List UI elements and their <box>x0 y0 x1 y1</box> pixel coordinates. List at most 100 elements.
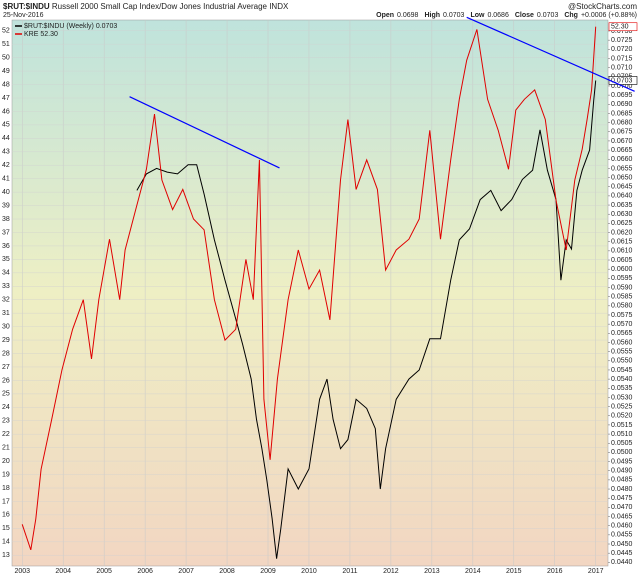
y-tick-label: 47 <box>2 95 10 102</box>
x-tick-label: 2003 <box>14 568 30 575</box>
y2-tick-label: 0.0660 <box>611 156 633 163</box>
y2-tick-label: 0.0620 <box>611 229 633 236</box>
y-tick-label: 16 <box>2 512 10 519</box>
y2-tick-label: 0.0490 <box>611 468 633 475</box>
y2-tick-label: 0.0485 <box>611 477 633 484</box>
x-tick-label: 2010 <box>301 568 317 575</box>
x-tick-label: 2004 <box>55 568 71 575</box>
y2-tick-label: 0.0650 <box>611 174 633 181</box>
y2-tick-label: 0.0615 <box>611 239 633 246</box>
y2-tick-label: 0.0635 <box>611 202 633 209</box>
x-tick-label: 2013 <box>424 568 440 575</box>
y-tick-label: 13 <box>2 552 10 559</box>
y-tick-label: 15 <box>2 525 10 532</box>
y2-tick-label: 0.0505 <box>611 440 633 447</box>
header: $RUT:$INDU Russell 2000 Small Cap Index/… <box>3 2 289 11</box>
x-tick-label: 2017 <box>588 568 604 575</box>
y-tick-label: 41 <box>2 176 10 183</box>
y-tick-label: 52 <box>2 28 10 35</box>
quote-label: High <box>424 12 440 19</box>
x-tick-label: 2008 <box>219 568 235 575</box>
series-line <box>21 26 597 551</box>
legend-label: KRE 52.30 <box>24 31 58 38</box>
y2-tick-label: 0.0500 <box>611 449 633 456</box>
series-line <box>136 80 597 559</box>
y-tick-label: 35 <box>2 256 10 263</box>
y-tick-label: 33 <box>2 283 10 290</box>
y-tick-label: 43 <box>2 149 10 156</box>
y2-tick-label: 0.0445 <box>611 550 633 557</box>
y2-tick-label: 0.0475 <box>611 495 633 502</box>
x-tick-label: 2009 <box>260 568 276 575</box>
y2-tick-label: 0.0480 <box>611 486 633 493</box>
y2-tick-label: 0.0460 <box>611 523 633 530</box>
x-tick-label: 2014 <box>465 568 481 575</box>
x-tick-label: 2007 <box>178 568 194 575</box>
x-tick-label: 2015 <box>506 568 522 575</box>
y-tick-label: 21 <box>2 444 10 451</box>
y2-tick-label: 0.0675 <box>611 129 633 136</box>
source: @StockCharts.com <box>568 2 637 11</box>
y-tick-label: 38 <box>2 216 10 223</box>
y-tick-label: 27 <box>2 364 10 371</box>
y-tick-label: 34 <box>2 270 10 277</box>
y2-tick-label: 0.0450 <box>611 541 633 548</box>
trendline <box>129 96 280 169</box>
y-tick-label: 49 <box>2 68 10 75</box>
quote-label: Low <box>470 12 485 19</box>
legend-label: $RUT:$INDU (Weekly) 0.0703 <box>24 23 117 30</box>
y2-tick-label: 0.0515 <box>611 422 633 429</box>
y-tick-label: 32 <box>2 297 10 304</box>
last-value-label: 0.0703 <box>611 77 633 84</box>
y2-tick-label: 0.0730 <box>611 28 633 35</box>
y2-tick-label: 0.0555 <box>611 348 633 355</box>
y-tick-label: 20 <box>2 458 10 465</box>
y2-tick-label: 0.0560 <box>611 339 633 346</box>
y-tick-label: 23 <box>2 418 10 425</box>
y-tick-label: 22 <box>2 431 10 438</box>
y-tick-label: 42 <box>2 162 10 169</box>
y-tick-label: 17 <box>2 498 10 505</box>
date: 25-Nov-2016 <box>3 12 44 19</box>
quote-value: 0.0686 <box>487 12 509 19</box>
y2-tick-label: 0.0630 <box>611 211 633 218</box>
y-tick-label: 28 <box>2 350 10 357</box>
y2-tick-label: 0.0600 <box>611 266 633 273</box>
quote: Open 0.0698 High 0.0703 Low 0.0686 Close 0.0703… <box>376 12 637 19</box>
x-tick-label: 2016 <box>547 568 563 575</box>
y-tick-label: 36 <box>2 243 10 250</box>
y2-tick-label: 0.0540 <box>611 376 633 383</box>
quote-value: 0.0703 <box>537 12 559 19</box>
y2-tick-label: 0.0670 <box>611 138 633 145</box>
quote-value: 0.0698 <box>397 12 419 19</box>
y-tick-label: 18 <box>2 485 10 492</box>
y-tick-label: 30 <box>2 323 10 330</box>
y2-tick-label: 0.0590 <box>611 284 633 291</box>
y2-tick-label: 0.0715 <box>611 55 633 62</box>
y2-tick-label: 0.0510 <box>611 431 633 438</box>
x-tick-label: 2011 <box>342 568 357 575</box>
y-tick-label: 29 <box>2 337 10 344</box>
y2-tick-label: 0.0465 <box>611 513 633 520</box>
y2-tick-label: 0.0520 <box>611 413 633 420</box>
last-value-box <box>608 22 638 32</box>
last-value-label: 52.30 <box>611 24 629 31</box>
y-tick-label: 48 <box>2 81 10 88</box>
y2-tick-label: 0.0655 <box>611 165 633 172</box>
y2-tick-label: 0.0695 <box>611 92 633 99</box>
trendline <box>466 16 635 92</box>
y2-tick-label: 0.0680 <box>611 119 633 126</box>
y2-tick-label: 0.0440 <box>611 559 633 566</box>
y2-tick-label: 0.0545 <box>611 367 633 374</box>
y2-tick-label: 0.0550 <box>611 358 633 365</box>
y-tick-label: 50 <box>2 54 10 61</box>
y2-tick-label: 0.0710 <box>611 64 633 71</box>
y-tick-label: 37 <box>2 229 10 236</box>
quote-label: Close <box>515 12 534 19</box>
y-tick-label: 25 <box>2 391 10 398</box>
y2-tick-label: 0.0720 <box>611 46 633 53</box>
y-tick-label: 26 <box>2 377 10 384</box>
y-tick-label: 46 <box>2 108 10 115</box>
y-tick-label: 19 <box>2 471 10 478</box>
